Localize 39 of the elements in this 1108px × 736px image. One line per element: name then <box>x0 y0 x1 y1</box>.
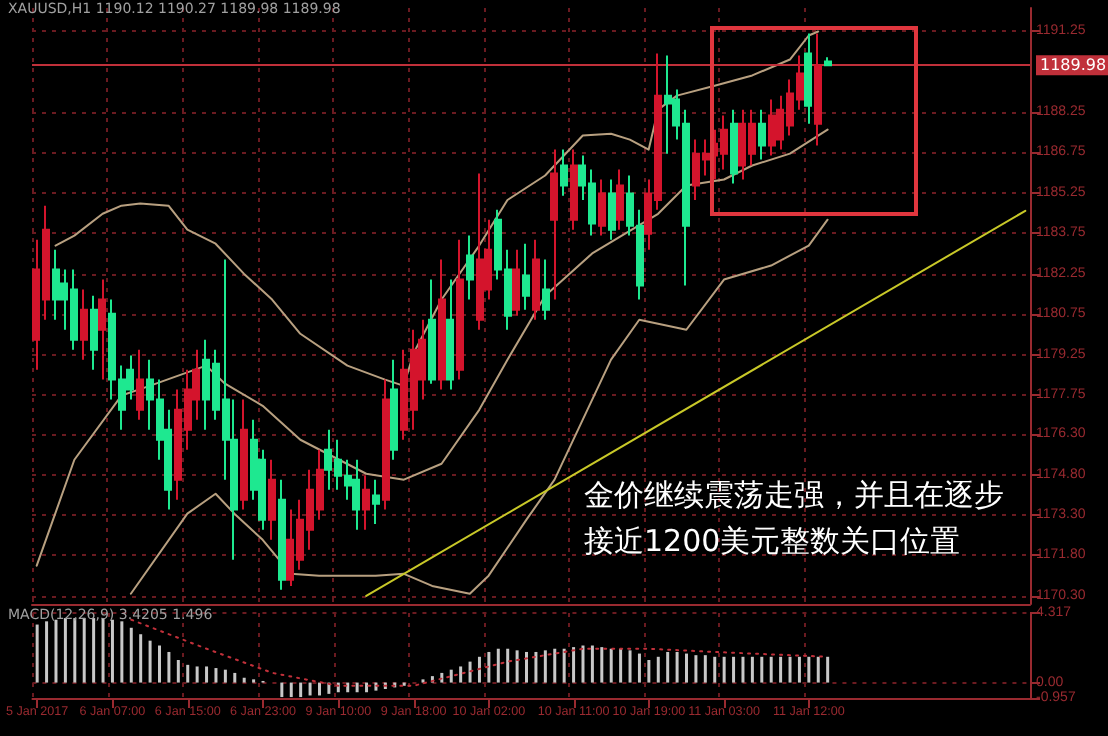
candlestick <box>730 108 738 185</box>
candlestick <box>598 178 606 237</box>
candlestick <box>550 148 558 301</box>
candlestick <box>372 478 380 525</box>
candlestick <box>240 398 248 511</box>
candlestick <box>570 148 578 231</box>
candlestick <box>90 294 98 371</box>
candlestick <box>466 234 474 301</box>
candlestick <box>362 474 370 531</box>
candlestick <box>804 32 812 125</box>
candlestick <box>446 278 454 391</box>
candlestick <box>814 32 822 147</box>
candlestick <box>382 378 390 511</box>
line-series <box>130 618 829 687</box>
candlestick <box>768 98 776 157</box>
candlestick <box>522 242 530 311</box>
candlestick <box>98 278 106 381</box>
candlestick <box>136 348 144 421</box>
candlestick <box>608 178 616 241</box>
annotation: 金价继续震荡走强，并且在逐步接近1200美元整数关口位置 <box>584 477 1004 559</box>
candlestick <box>456 238 464 381</box>
candlestick <box>560 148 568 197</box>
candlestick <box>512 248 520 317</box>
candlestick <box>476 172 484 331</box>
line-series <box>54 30 820 387</box>
candlestick <box>278 478 286 591</box>
candlestick <box>758 108 766 161</box>
candlestick <box>352 458 360 531</box>
candlestick <box>390 358 398 461</box>
candlestick <box>532 238 540 321</box>
candlestick <box>80 288 88 361</box>
candlestick <box>616 168 624 231</box>
candlestick <box>824 56 832 67</box>
candlestick <box>438 258 446 391</box>
candlestick <box>268 458 276 541</box>
candlestick <box>542 258 550 321</box>
ref-line-label: 1189.98 <box>1040 56 1107 75</box>
candlestick <box>664 54 672 155</box>
candlestick <box>428 278 436 385</box>
